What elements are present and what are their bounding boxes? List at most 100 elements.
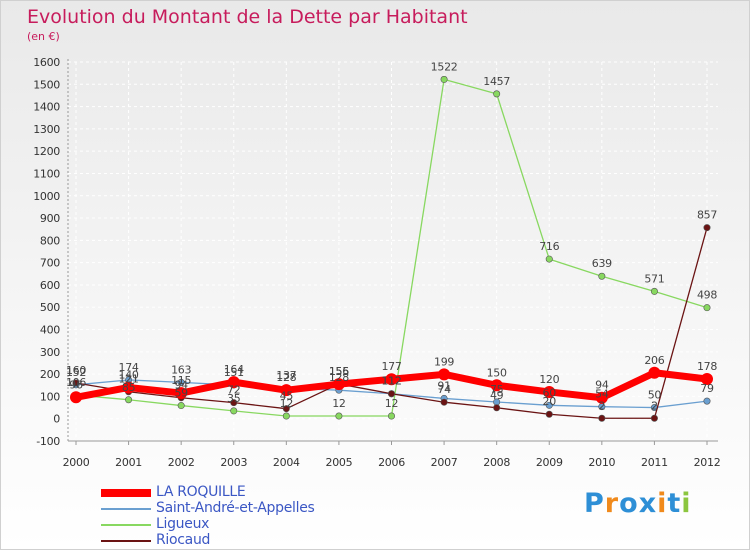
data-label-0: 150 (487, 366, 507, 379)
data-label-3: 94 (174, 379, 188, 392)
proxiti-logo: Proxiti (584, 488, 692, 519)
legend-swatch-la-roquille (101, 489, 151, 497)
x-tick-label: 2007 (431, 456, 458, 469)
data-point-2 (230, 407, 238, 415)
data-label-0: 140 (119, 368, 139, 381)
data-point-2 (440, 75, 448, 83)
data-point-2 (177, 402, 185, 410)
data-point-1 (177, 378, 185, 386)
data-label-1: 112 (381, 375, 401, 388)
x-tick-label: 2001 (115, 456, 142, 469)
data-label-0: 178 (697, 360, 717, 373)
data-point-3 (598, 414, 606, 422)
data-label-3: 72 (227, 384, 240, 397)
data-label-3: 857 (697, 209, 717, 222)
data-label-2: 12 (332, 397, 345, 410)
data-label-3: 160 (66, 364, 86, 377)
data-point-3 (230, 399, 238, 407)
data-label-2: 59 (174, 387, 188, 400)
data-point-0 (175, 387, 188, 400)
x-tick-label: 2010 (588, 456, 615, 469)
data-label-2: 1522 (431, 60, 458, 73)
data-point-1 (703, 397, 711, 405)
data-label-0: 199 (434, 355, 454, 368)
logo-letter: o (619, 488, 639, 519)
legend-label: LA ROQUILLE (156, 484, 246, 500)
data-label-1: 174 (119, 361, 139, 374)
data-label-0: 94 (595, 379, 609, 392)
data-point-2 (282, 412, 290, 420)
data-point-0 (543, 385, 556, 398)
data-point-2 (493, 90, 501, 98)
data-point-2 (545, 255, 553, 263)
data-label-1: 91 (437, 379, 450, 392)
data-label-0: 120 (539, 373, 559, 386)
data-label-3: 2 (651, 399, 658, 412)
data-label-3: 49 (490, 389, 504, 402)
data-label-2: 35 (227, 392, 241, 405)
data-label-2: 12 (280, 397, 293, 410)
x-tick-label: 2006 (378, 456, 405, 469)
y-tick-label: -100 (36, 435, 60, 448)
x-tick-label: 2004 (273, 456, 300, 469)
data-label-2: 106 (66, 376, 86, 389)
data-label-3: 45 (280, 390, 294, 403)
chart-title: Evolution du Montant de la Dette par Hab… (27, 6, 468, 28)
data-label-1: 75 (490, 383, 504, 396)
logo-letter: x (638, 488, 658, 519)
legend-swatch-ligueux (101, 524, 151, 526)
data-label-1: 137 (276, 369, 296, 382)
x-tick-label: 2012 (694, 456, 721, 469)
data-point-3 (440, 398, 448, 406)
data-point-0 (648, 366, 661, 379)
data-label-3: 112 (381, 375, 401, 388)
y-tick-label: 1100 (33, 167, 60, 180)
data-point-0 (385, 373, 398, 386)
data-label-1: 54 (595, 388, 609, 401)
data-label-0: 155 (329, 365, 349, 378)
legend-swatch-saint-andre (101, 508, 151, 510)
logo-letter: P (584, 488, 605, 519)
legend-label: Riocaud (156, 532, 211, 548)
y-tick-label: 200 (40, 368, 60, 381)
x-tick-label: 2000 (63, 456, 90, 469)
data-point-0 (227, 376, 240, 389)
data-label-2: 1457 (483, 75, 510, 88)
data-point-0 (70, 391, 82, 404)
data-label-3: 20 (543, 395, 557, 408)
data-point-3 (282, 405, 290, 413)
data-point-3 (387, 390, 395, 398)
x-tick-label: 2011 (641, 456, 668, 469)
data-point-3 (703, 224, 711, 232)
data-label-2: 85 (122, 381, 136, 394)
data-point-3 (545, 410, 553, 418)
data-label-1: 60 (543, 386, 557, 399)
y-tick-label: 300 (40, 346, 60, 359)
data-point-2 (598, 272, 606, 280)
logo-letter: t (667, 488, 682, 519)
data-label-3: 2 (598, 399, 605, 412)
data-label-0: 96 (69, 378, 83, 391)
legend-label: Saint-André-et-Appelles (156, 500, 315, 516)
data-point-0 (280, 384, 293, 397)
y-tick-label: 700 (40, 257, 60, 270)
data-label-0: 206 (644, 354, 664, 367)
y-tick-label: 1200 (33, 145, 60, 158)
y-tick-label: 400 (40, 324, 60, 337)
x-tick-label: 2003 (220, 456, 247, 469)
y-tick-label: 1600 (33, 56, 60, 69)
data-label-2: 571 (644, 272, 664, 285)
data-point-2 (335, 412, 343, 420)
logo-letter: r (604, 488, 620, 519)
data-label-1: 79 (700, 382, 714, 395)
y-tick-label: 900 (40, 212, 60, 225)
data-point-3 (650, 414, 658, 422)
data-label-2: 639 (592, 257, 612, 270)
data-point-0 (122, 381, 135, 394)
y-tick-label: 1500 (33, 78, 60, 91)
y-tick-label: 1000 (33, 190, 60, 203)
data-label-0: 164 (224, 363, 244, 376)
data-label-1: 128 (329, 371, 349, 384)
data-label-3: 121 (119, 373, 139, 386)
data-point-3 (493, 404, 501, 412)
